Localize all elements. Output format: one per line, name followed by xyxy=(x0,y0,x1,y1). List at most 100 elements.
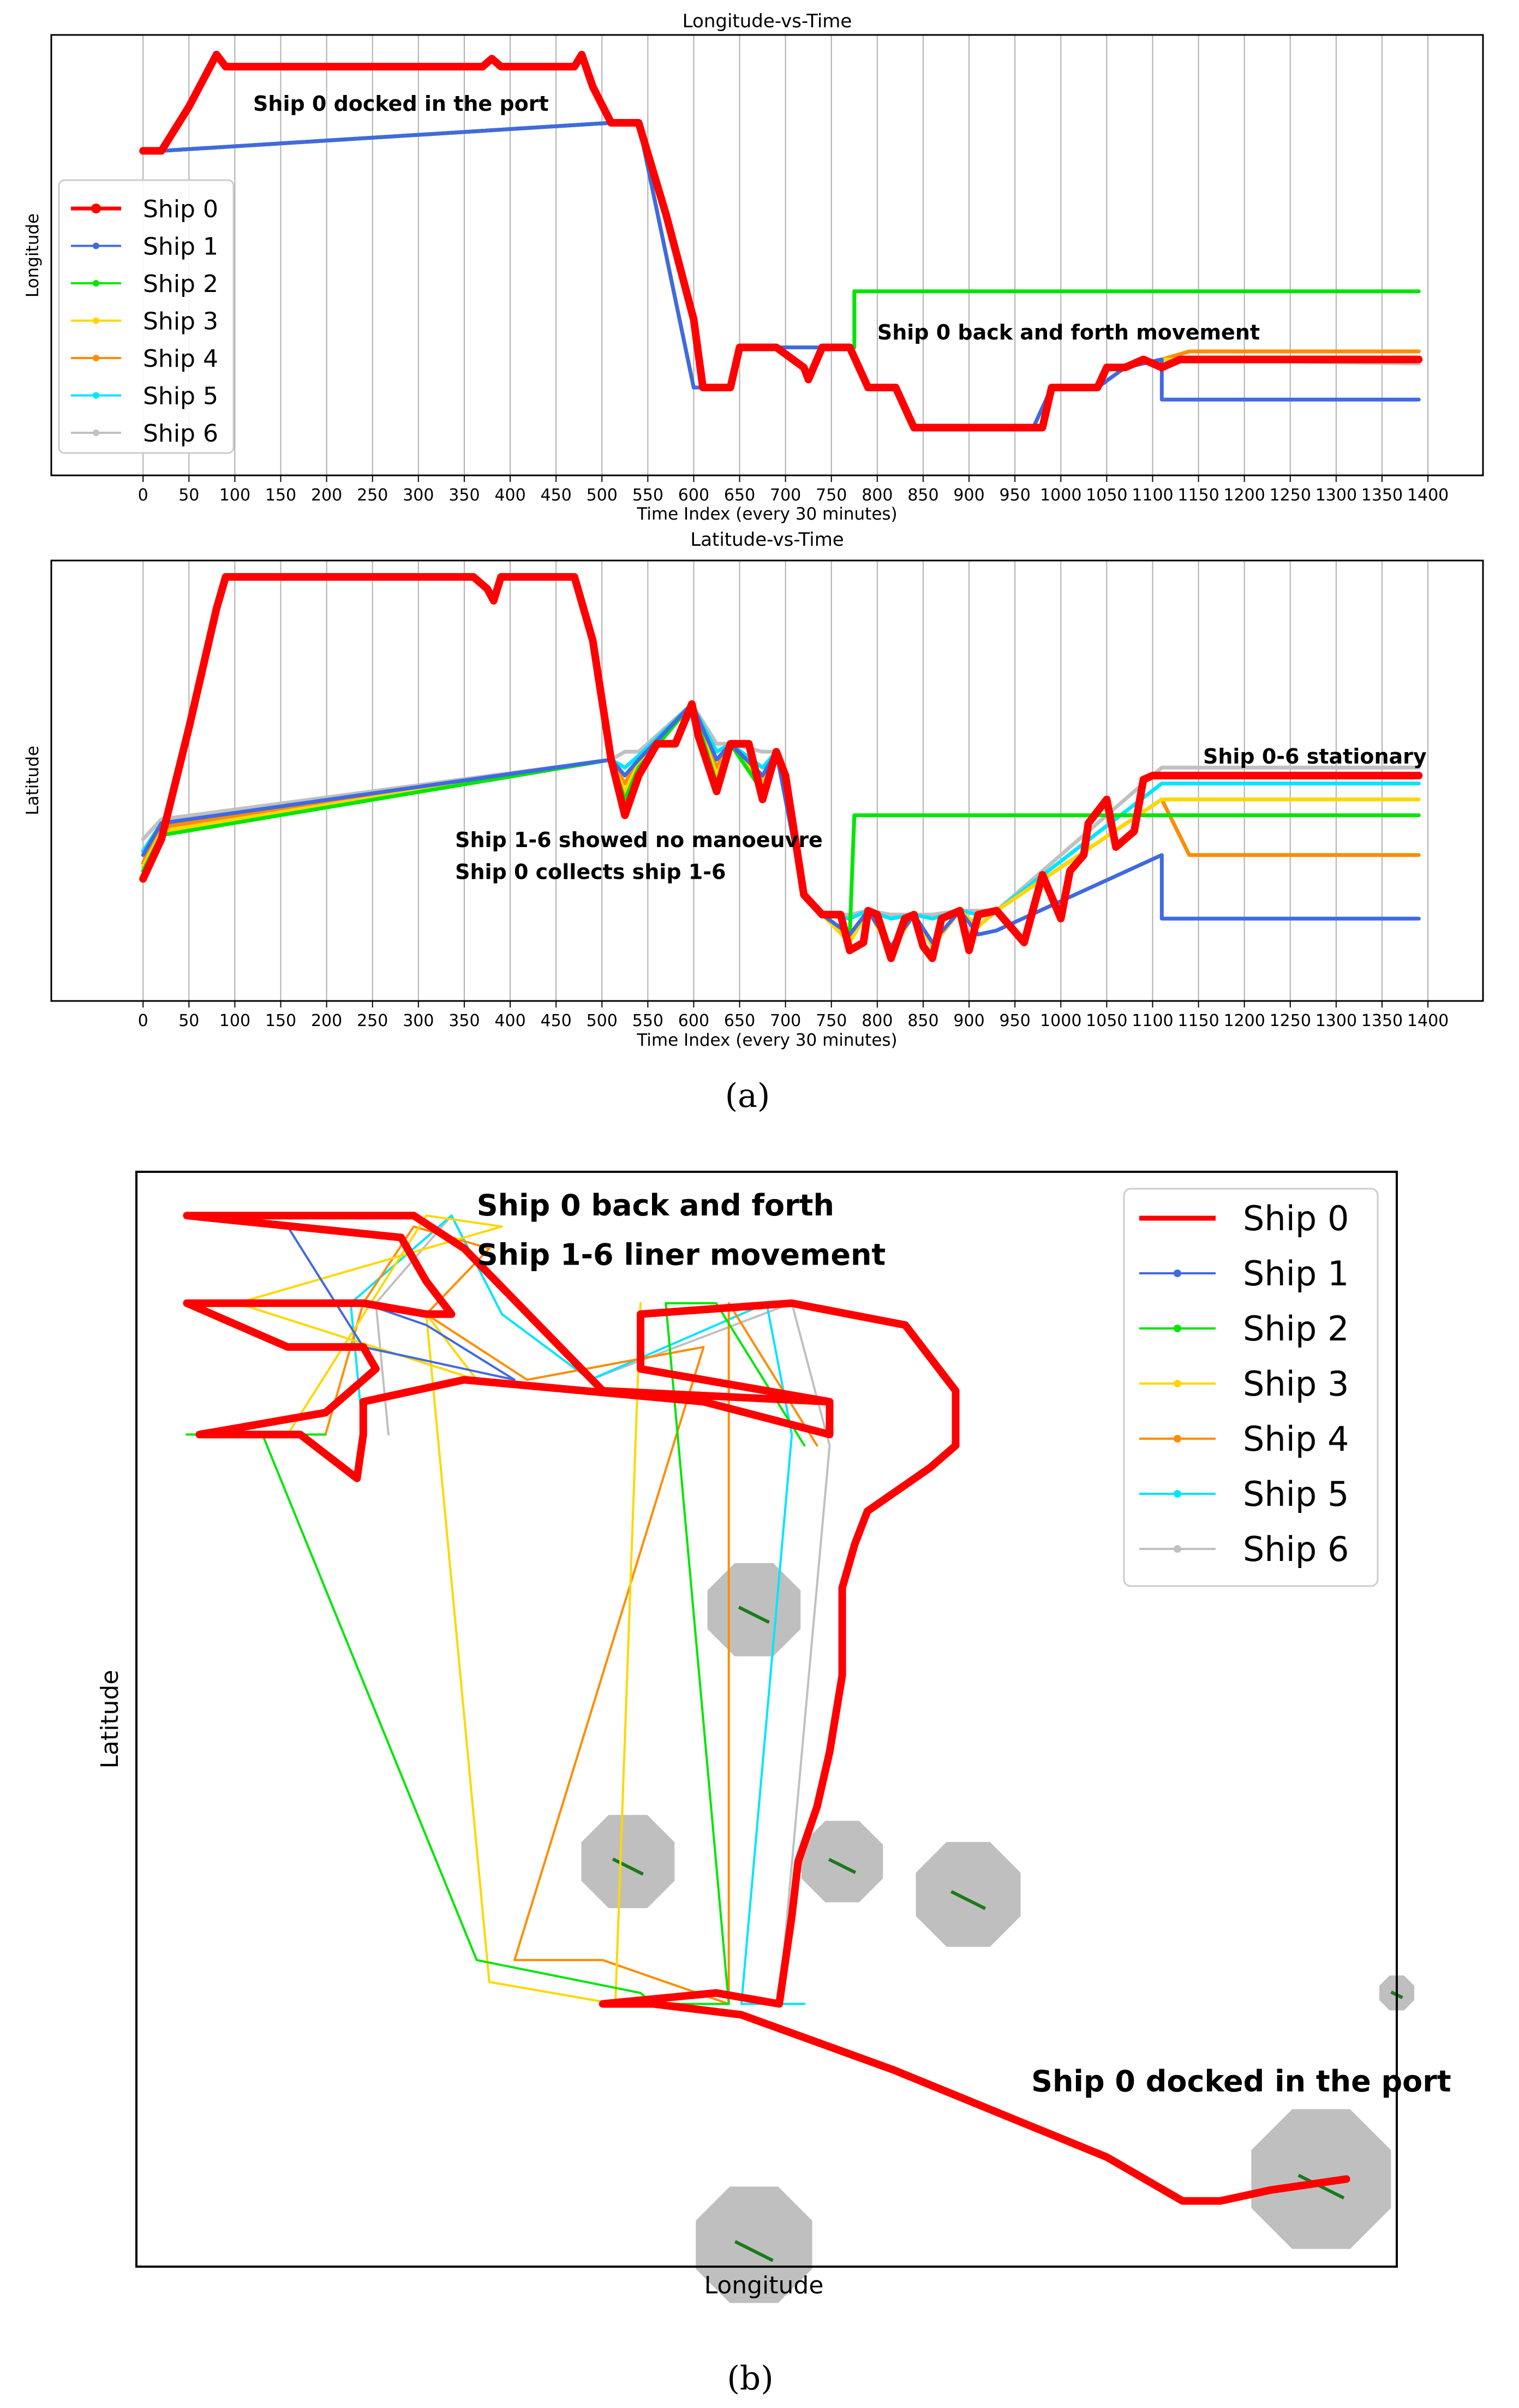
series-line-ship-5 xyxy=(141,121,1421,430)
x-tick-label: 800 xyxy=(862,486,893,505)
series-group xyxy=(139,573,1423,962)
x-tick-label: 950 xyxy=(1000,1011,1031,1030)
x-tick-label: 700 xyxy=(770,486,801,505)
series-line-ship-3 xyxy=(141,121,1421,430)
x-tick-label: 1250 xyxy=(1270,1011,1311,1030)
series-line-ship-4 xyxy=(141,702,1421,952)
island-shape xyxy=(707,1563,801,1656)
legend-label: Ship 5 xyxy=(143,383,218,410)
x-tick-label: 200 xyxy=(311,1011,342,1030)
latitude-vs-time-chart: Latitude-vs-Time 0 50 100 150 200 250 300 350 40… xyxy=(23,529,1484,1050)
x-tick-label: 350 xyxy=(448,1011,480,1030)
legend-marker-ship-3 xyxy=(93,317,99,324)
x-tick-label: 750 xyxy=(816,486,847,505)
x-tick-label: 600 xyxy=(678,1011,709,1030)
annotations: Ship 0 back and forth Ship 1-6 liner move… xyxy=(477,1188,1451,2099)
legend-marker-ship-0 xyxy=(91,204,101,213)
legend-label: Ship 0 xyxy=(143,195,218,223)
x-axis-label: Longitude xyxy=(704,2272,824,2299)
caption-a: (a) xyxy=(725,1077,770,1115)
x-tick-label: 650 xyxy=(724,486,755,505)
x-tick-label: 1150 xyxy=(1177,486,1219,505)
x-tick-label: 1150 xyxy=(1177,1011,1219,1030)
x-tick-label: 1400 xyxy=(1407,486,1449,505)
legend-label: Ship 0 xyxy=(1243,1199,1349,1238)
x-tick-label: 1400 xyxy=(1407,1011,1449,1030)
x-tick-label: 1200 xyxy=(1223,486,1265,505)
x-tick-label: 700 xyxy=(770,1011,801,1030)
legend-box xyxy=(58,179,235,454)
x-tick-label: 950 xyxy=(1000,486,1031,505)
legend-box xyxy=(1123,1188,1379,1587)
legend: Ship 0 Ship 1 Ship 2 Ship 3 Ship 4 Ship 5 Ship… xyxy=(58,179,235,454)
annotation-text: Ship 1-6 liner movement xyxy=(477,1238,886,1272)
y-axis-label: Longitude xyxy=(23,213,43,297)
x-tick-label: 1100 xyxy=(1132,1011,1173,1030)
x-tick-label: 1350 xyxy=(1361,1011,1403,1030)
trajectory-ship-2 xyxy=(186,1302,806,2005)
x-tick-label: 400 xyxy=(494,1011,525,1030)
x-tick-label: 500 xyxy=(587,486,618,505)
x-tick-label: 1200 xyxy=(1223,1011,1265,1030)
trajectory-ship-1 xyxy=(186,1214,516,1381)
x-tick-label: 0 xyxy=(138,1011,148,1030)
legend-marker-ship-4 xyxy=(1174,1435,1181,1443)
plot-frame xyxy=(50,559,1484,1002)
x-tick-label: 750 xyxy=(816,1011,847,1030)
legend-label: Ship 2 xyxy=(143,270,218,298)
series-line-ship-6 xyxy=(141,121,1421,430)
legend-marker-ship-2 xyxy=(93,280,99,287)
vegetation-mark xyxy=(828,1858,857,1874)
trajectory-ship-3 xyxy=(186,1214,642,2005)
legend-marker-ship-3 xyxy=(1174,1380,1181,1387)
grid-lines xyxy=(142,35,1429,475)
x-tick-label: 900 xyxy=(953,1011,984,1030)
series-line-ship-0 xyxy=(139,573,1423,962)
annotation-text: Ship 0 docked in the port xyxy=(253,92,549,116)
x-tick-label: 1300 xyxy=(1315,486,1357,505)
x-tick-label: 900 xyxy=(953,486,984,505)
legend-label: Ship 3 xyxy=(1243,1364,1349,1404)
x-tick-label: 200 xyxy=(311,486,342,505)
legend-label: Ship 3 xyxy=(143,308,218,336)
annotations: Ship 0-6 stationary Ship 1-6 showed no ma… xyxy=(455,744,1427,884)
chart-title: Longitude-vs-Time xyxy=(683,10,852,32)
x-tick-label: 1300 xyxy=(1315,1011,1357,1030)
x-tick-label: 50 xyxy=(178,486,199,505)
series-line-ship-3 xyxy=(141,702,1421,952)
legend-label: Ship 6 xyxy=(1243,1529,1349,1569)
trajectory-ship-0 xyxy=(183,1212,1350,2205)
x-tick-label: 650 xyxy=(724,1011,755,1030)
x-tick-label: 100 xyxy=(219,1011,250,1030)
legend: Ship 0 Ship 1 Ship 2 Ship 3 Ship 4 Ship 5 Ship… xyxy=(1123,1188,1379,1587)
y-axis-label: Latitude xyxy=(23,746,43,815)
island-shape xyxy=(801,1821,883,1903)
x-tick-label: 1050 xyxy=(1086,1011,1127,1030)
legend-marker-ship-1 xyxy=(1174,1269,1181,1277)
x-tick-label: 250 xyxy=(357,1011,388,1030)
x-axis-label: Time Index (every 30 minutes) xyxy=(636,1030,897,1050)
annotations: Ship 0 docked in the port Ship 0 back and… xyxy=(253,92,1260,344)
x-tick-label: 0 xyxy=(138,486,148,505)
islands xyxy=(581,1563,1414,2303)
trajectory-map-chart: Longitude Latitude Ship 0 back and forth… xyxy=(96,1171,1451,2303)
x-tick-label: 1000 xyxy=(1040,486,1081,505)
x-tick-label: 300 xyxy=(403,486,434,505)
x-tick-label: 300 xyxy=(403,1011,434,1030)
legend-label: Ship 5 xyxy=(1243,1474,1349,1514)
x-tick-label: 850 xyxy=(907,1011,938,1030)
x-tick-label: 450 xyxy=(540,486,571,505)
longitude-vs-time-chart: Longitude-vs-Time 0 50 100 150 200 250 300 350 4… xyxy=(23,10,1484,524)
legend-label: Ship 2 xyxy=(1243,1309,1349,1349)
x-tick-label: 500 xyxy=(587,1011,618,1030)
x-tick-label: 450 xyxy=(540,1011,571,1030)
x-tick-label: 1000 xyxy=(1040,1011,1081,1030)
legend-label: Ship 4 xyxy=(1243,1419,1349,1459)
grid-lines xyxy=(142,561,1429,1001)
legend-marker-ship-1 xyxy=(93,242,99,249)
series-group xyxy=(139,51,1423,432)
annotation-text: Ship 0 back and forth xyxy=(477,1188,834,1223)
series-line-ship-2 xyxy=(141,702,1421,937)
x-tick-label: 550 xyxy=(632,486,663,505)
legend-marker-ship-5 xyxy=(93,392,99,399)
